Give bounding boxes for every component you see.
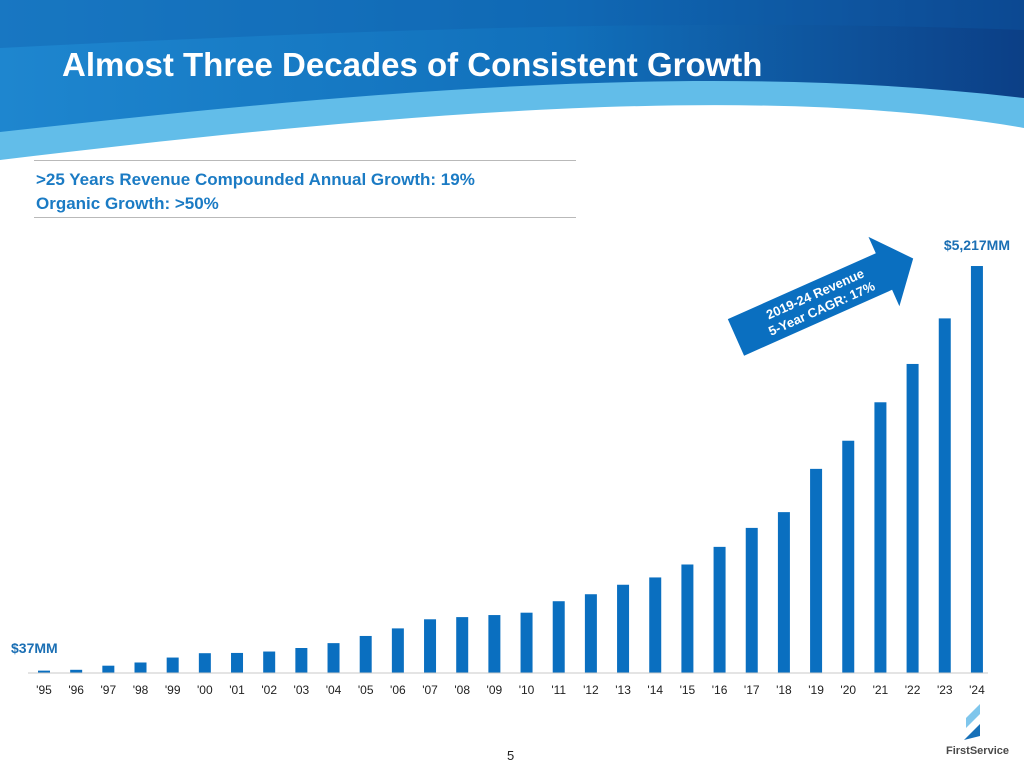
bar-12 <box>584 594 597 673</box>
tick-label-18: '18 <box>776 683 792 697</box>
bar-23 <box>938 318 951 673</box>
tick-label-06: '06 <box>390 683 406 697</box>
tick-label-02: '02 <box>261 683 277 697</box>
bar-05 <box>359 635 372 673</box>
x-tick-labels: '95 '96 '97 '98 '99 '00 '01 '02 '03 '04 '05 '06 '07 '… <box>36 683 985 697</box>
bar-00 <box>198 653 211 673</box>
logo-shape-dark <box>964 724 980 740</box>
tick-label-95: '95 <box>36 683 52 697</box>
revenue-cagr-stat: >25 Years Revenue Compounded Annual Grow… <box>36 170 475 189</box>
bar-21 <box>874 402 887 673</box>
tick-label-07: '07 <box>422 683 438 697</box>
tick-label-01: '01 <box>229 683 245 697</box>
organic-growth-stat: Organic Growth: >50% <box>36 194 219 213</box>
bar-98 <box>134 662 147 673</box>
tick-label-13: '13 <box>615 683 631 697</box>
tick-label-03: '03 <box>294 683 310 697</box>
tick-label-24: '24 <box>969 683 985 697</box>
bar-07 <box>424 619 437 673</box>
tick-label-21: '21 <box>873 683 889 697</box>
tick-label-23: '23 <box>937 683 953 697</box>
bar-22 <box>906 363 919 673</box>
tick-label-08: '08 <box>454 683 470 697</box>
tick-label-96: '96 <box>68 683 84 697</box>
bar-02 <box>263 651 276 673</box>
bar-08 <box>456 617 469 673</box>
header-main-wave <box>0 0 1024 132</box>
bar-03 <box>295 648 308 673</box>
stats-box: >25 Years Revenue Compounded Annual Grow… <box>34 160 576 218</box>
bar-95 <box>38 670 50 673</box>
bar-20 <box>842 440 855 673</box>
logo-shape-light <box>966 704 980 728</box>
tick-label-09: '09 <box>487 683 503 697</box>
firstservice-logo-icon <box>964 704 980 740</box>
tick-label-22: '22 <box>905 683 921 697</box>
tick-label-15: '15 <box>680 683 696 697</box>
bar-97 <box>102 665 115 673</box>
tick-label-99: '99 <box>165 683 181 697</box>
tick-label-16: '16 <box>712 683 728 697</box>
bar-11 <box>552 601 565 673</box>
bar-13 <box>617 584 630 673</box>
tick-label-20: '20 <box>840 683 856 697</box>
tick-label-04: '04 <box>326 683 342 697</box>
header-highlight <box>0 0 1024 48</box>
first-value-label: $37MM <box>11 640 58 656</box>
bar-06 <box>391 628 404 673</box>
tick-label-05: '05 <box>358 683 374 697</box>
bar-01 <box>231 652 244 673</box>
bar-96 <box>70 669 83 673</box>
bars-group <box>38 266 983 673</box>
bar-16 <box>713 546 726 673</box>
bar-19 <box>810 468 823 673</box>
bar-17 <box>745 527 758 673</box>
tick-label-00: '00 <box>197 683 213 697</box>
bar-15 <box>681 564 694 673</box>
logo-text: FirstService <box>946 745 1009 757</box>
bar-10 <box>520 612 533 673</box>
bar-99 <box>166 657 179 673</box>
tick-label-12: '12 <box>583 683 599 697</box>
slide-number: 5 <box>507 748 515 763</box>
bar-14 <box>649 577 662 673</box>
header-band <box>0 0 1024 160</box>
tick-label-11: '11 <box>551 683 566 697</box>
tick-label-97: '97 <box>101 683 117 697</box>
tick-label-98: '98 <box>133 683 149 697</box>
bar-04 <box>327 643 340 673</box>
tick-label-14: '14 <box>647 683 663 697</box>
tick-label-17: '17 <box>744 683 760 697</box>
cagr-arrow-shape <box>727 236 914 356</box>
tick-label-10: '10 <box>519 683 535 697</box>
slide-title: Almost Three Decades of Consistent Growt… <box>62 46 763 83</box>
bar-18 <box>777 512 790 673</box>
tick-label-19: '19 <box>808 683 824 697</box>
last-value-label: $5,217MM <box>944 237 1010 253</box>
cagr-arrow: 2019-24 Revenue 5-Year CAGR: 17% <box>727 236 914 356</box>
bar-09 <box>488 615 501 673</box>
bar-24 <box>970 266 983 673</box>
